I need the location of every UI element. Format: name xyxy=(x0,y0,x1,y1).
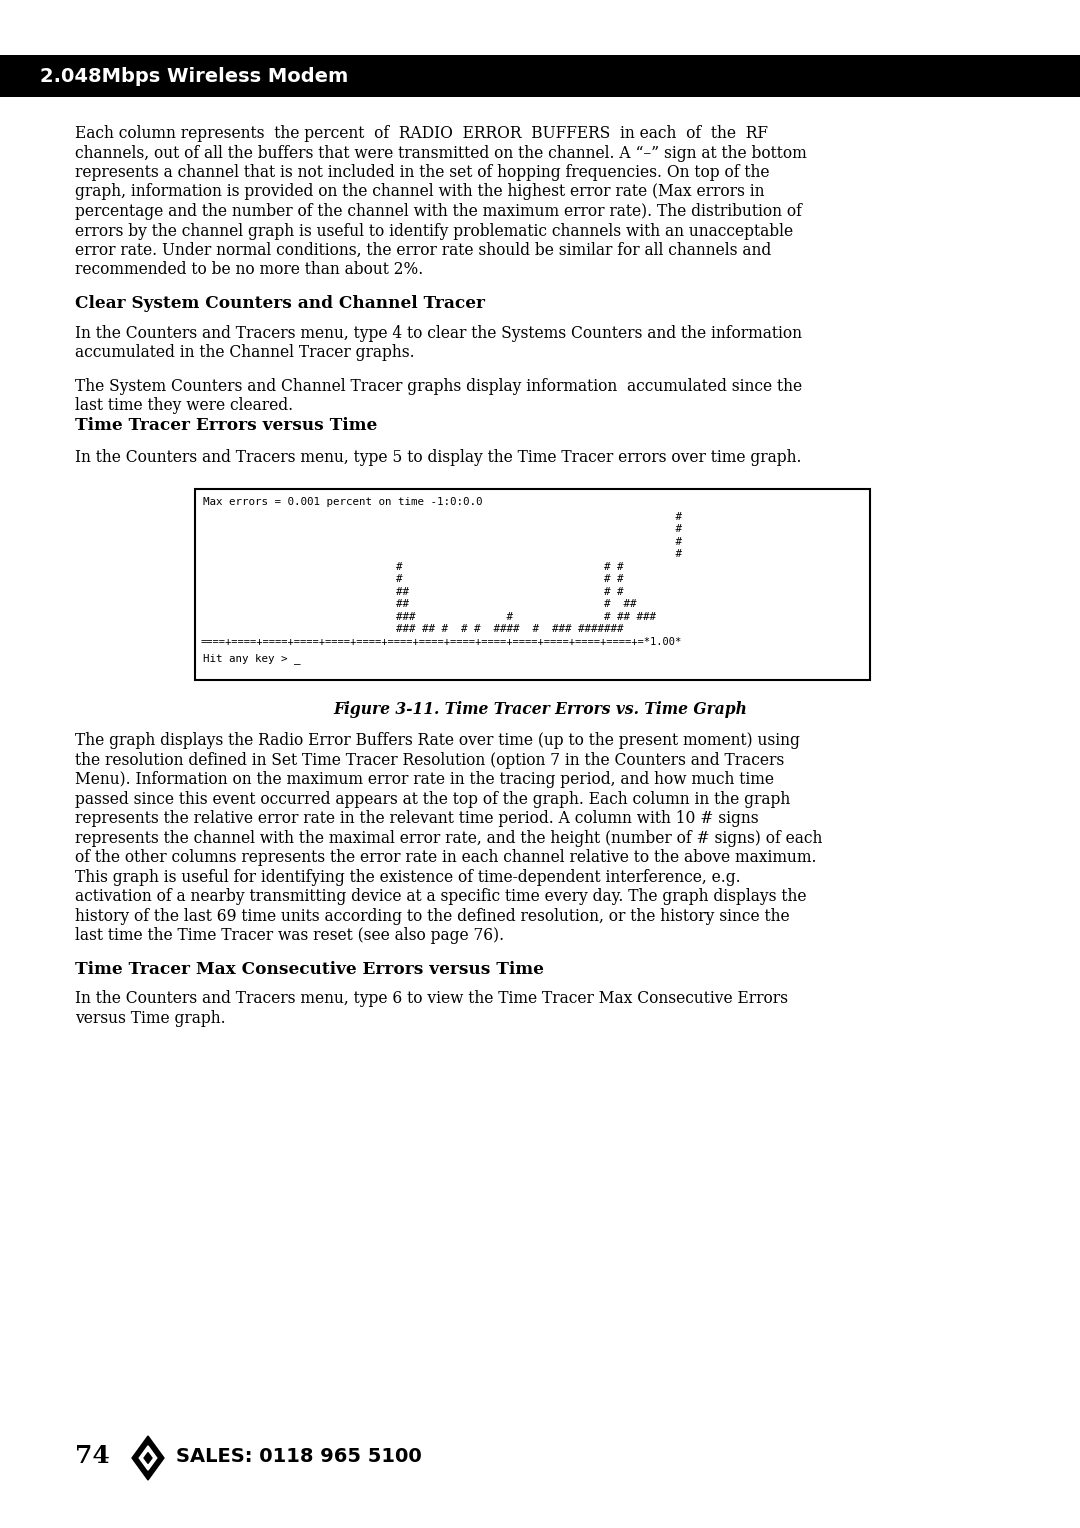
Text: ====+====+====+====+====+====+====+====+====+====+====+====+====+====+=*1.00*: ====+====+====+====+====+====+====+====+… xyxy=(201,637,683,646)
Text: Clear System Counters and Channel Tracer: Clear System Counters and Channel Tracer xyxy=(75,295,485,312)
Text: accumulated in the Channel Tracer graphs.: accumulated in the Channel Tracer graphs… xyxy=(75,344,415,361)
Text: #                               # #: # # # xyxy=(201,575,623,584)
Text: The graph displays the Radio Error Buffers Rate over time (up to the present mom: The graph displays the Radio Error Buffe… xyxy=(75,732,800,749)
Text: represents a channel that is not included in the set of hopping frequencies. On : represents a channel that is not include… xyxy=(75,163,769,180)
Text: history of the last 69 time units according to the defined resolution, or the hi: history of the last 69 time units accord… xyxy=(75,908,789,924)
Text: Time Tracer Max Consecutive Errors versus Time: Time Tracer Max Consecutive Errors versu… xyxy=(75,961,544,978)
Text: ### ## #  # #  ####  #  ### #######: ### ## # # # #### # ### ####### xyxy=(201,625,623,634)
Text: 2.048Mbps Wireless Modem: 2.048Mbps Wireless Modem xyxy=(40,67,348,86)
Bar xyxy=(0,55,1080,96)
Bar xyxy=(195,489,870,680)
Text: graph, information is provided on the channel with the highest error rate (Max e: graph, information is provided on the ch… xyxy=(75,183,765,200)
Text: Hit any key > _: Hit any key > _ xyxy=(203,654,300,665)
Text: Menu). Information on the maximum error rate in the tracing period, and how much: Menu). Information on the maximum error … xyxy=(75,772,774,788)
Text: channels, out of all the buffers that were transmitted on the channel. A “–” sig: channels, out of all the buffers that we… xyxy=(75,145,807,162)
Text: versus Time graph.: versus Time graph. xyxy=(75,1010,226,1027)
Text: #: # xyxy=(201,536,681,547)
Text: ##                              #  ##: ## # ## xyxy=(201,599,636,610)
Polygon shape xyxy=(144,1453,152,1464)
Text: SALES: 0118 965 5100: SALES: 0118 965 5100 xyxy=(176,1447,422,1465)
Polygon shape xyxy=(132,1436,164,1481)
Text: represents the relative error rate in the relevant time period. A column with 10: represents the relative error rate in th… xyxy=(75,810,758,827)
Text: In the Counters and Tracers menu, type 6 to view the Time Tracer Max Consecutive: In the Counters and Tracers menu, type 6… xyxy=(75,990,788,1007)
Text: recommended to be no more than about 2%.: recommended to be no more than about 2%. xyxy=(75,261,423,278)
Text: of the other columns represents the error rate in each channel relative to the a: of the other columns represents the erro… xyxy=(75,850,816,866)
Text: last time the Time Tracer was reset (see also page 76).: last time the Time Tracer was reset (see… xyxy=(75,927,504,944)
Text: #: # xyxy=(201,524,681,535)
Text: #: # xyxy=(201,512,681,523)
Text: In the Counters and Tracers menu, type 5 to display the Time Tracer errors over : In the Counters and Tracers menu, type 5… xyxy=(75,449,801,466)
Text: percentage and the number of the channel with the maximum error rate). The distr: percentage and the number of the channel… xyxy=(75,203,801,220)
Text: activation of a nearby transmitting device at a specific time every day. The gra: activation of a nearby transmitting devi… xyxy=(75,888,807,905)
Text: Time Tracer Errors versus Time: Time Tracer Errors versus Time xyxy=(75,417,377,434)
Text: Each column represents  the percent  of  RADIO  ERROR  BUFFERS  in each  of  the: Each column represents the percent of RA… xyxy=(75,125,768,142)
Text: error rate. Under normal conditions, the error rate should be similar for all ch: error rate. Under normal conditions, the… xyxy=(75,241,771,260)
Text: Max errors = 0.001 percent on time -1:0:0.0: Max errors = 0.001 percent on time -1:0:… xyxy=(203,498,483,507)
Text: errors by the channel graph is useful to identify problematic channels with an u: errors by the channel graph is useful to… xyxy=(75,223,793,240)
Text: In the Counters and Tracers menu, type 4 to clear the Systems Counters and the i: In the Counters and Tracers menu, type 4… xyxy=(75,324,802,342)
Text: represents the channel with the maximal error rate, and the height (number of # : represents the channel with the maximal … xyxy=(75,830,822,847)
Text: passed since this event occurred appears at the top of the graph. Each column in: passed since this event occurred appears… xyxy=(75,790,791,808)
Text: last time they were cleared.: last time they were cleared. xyxy=(75,397,293,414)
Text: The System Counters and Channel Tracer graphs display information  accumulated s: The System Counters and Channel Tracer g… xyxy=(75,377,802,394)
Text: the resolution defined in Set Time Tracer Resolution (option 7 in the Counters a: the resolution defined in Set Time Trace… xyxy=(75,752,784,769)
Text: 74: 74 xyxy=(75,1444,110,1468)
Text: ##                              # #: ## # # xyxy=(201,587,623,597)
Polygon shape xyxy=(139,1445,157,1470)
Text: ###              #              # ## ###: ### # # ## ### xyxy=(201,611,656,622)
Text: #                               # #: # # # xyxy=(201,562,623,571)
Text: #: # xyxy=(201,550,681,559)
Text: Figure 3-11. Time Tracer Errors vs. Time Graph: Figure 3-11. Time Tracer Errors vs. Time… xyxy=(333,701,747,718)
Text: This graph is useful for identifying the existence of time-dependent interferenc: This graph is useful for identifying the… xyxy=(75,868,741,886)
